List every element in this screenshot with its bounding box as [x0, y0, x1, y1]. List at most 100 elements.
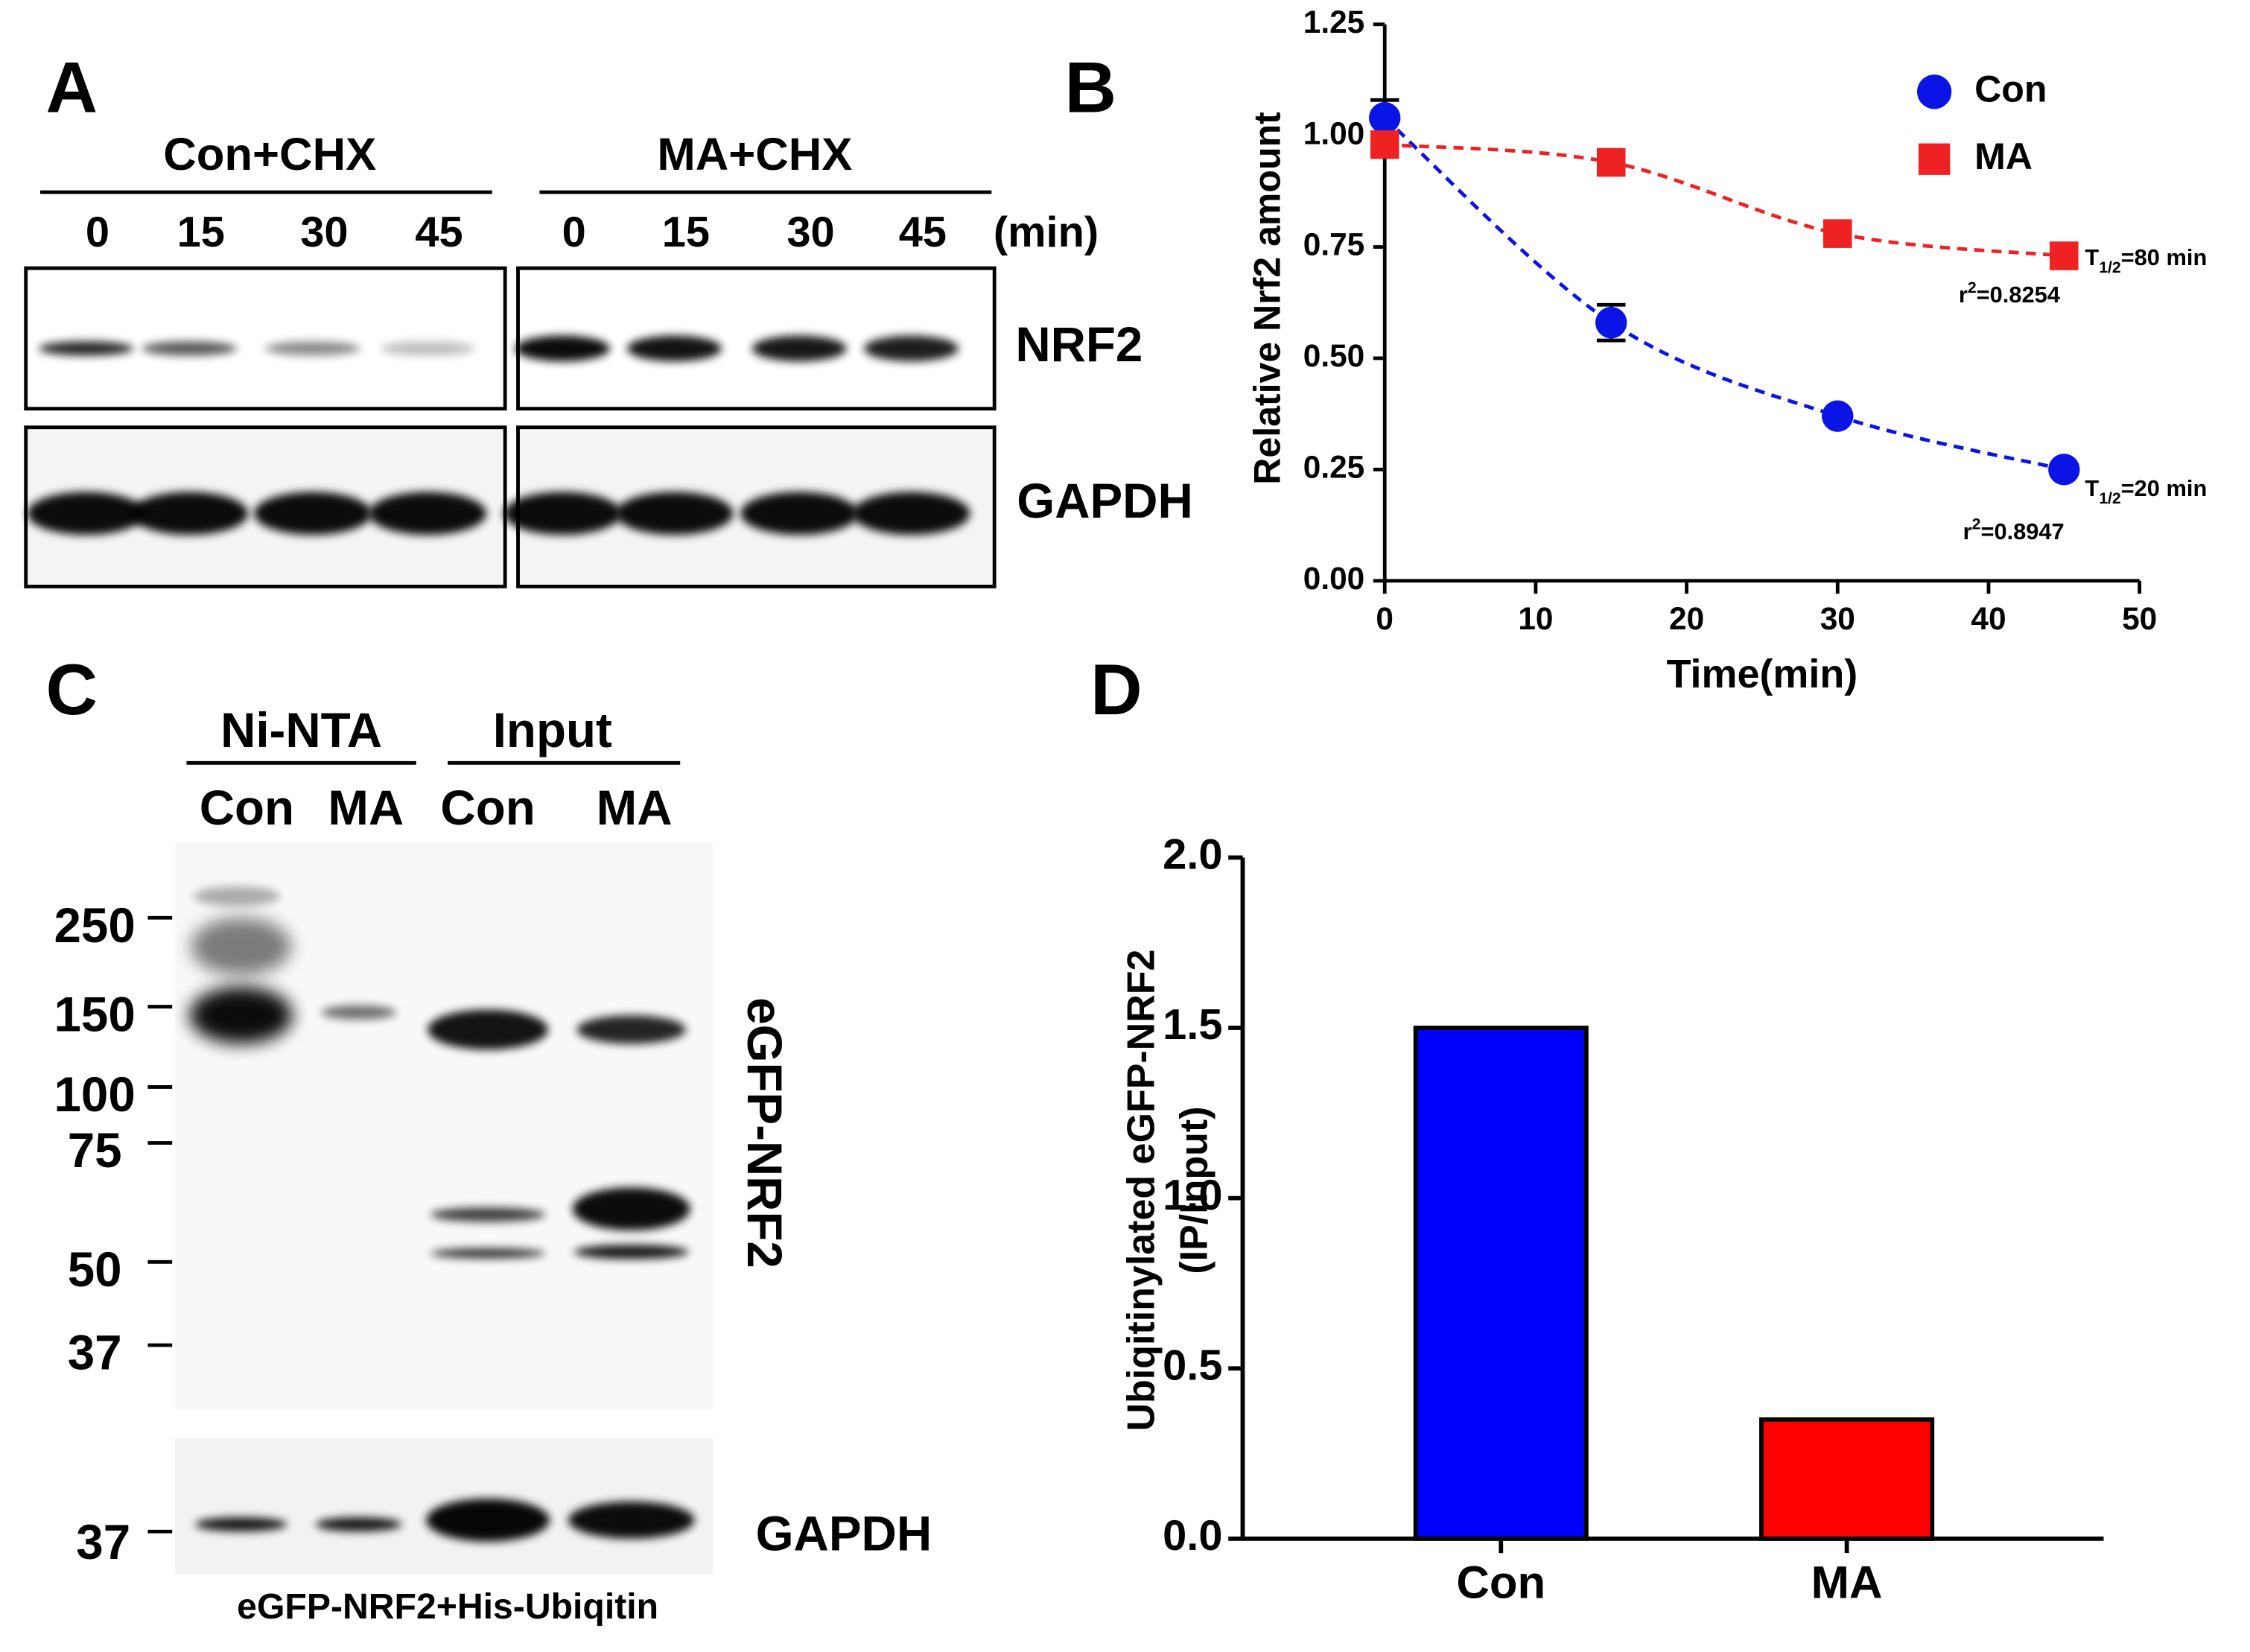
band	[369, 492, 487, 536]
annotation-sub: 1/2	[2099, 259, 2120, 276]
band	[39, 341, 134, 356]
x-tick-label: MA	[1811, 1557, 1883, 1609]
band	[573, 1245, 689, 1259]
panel-letter: A	[46, 48, 98, 128]
band	[751, 335, 847, 362]
band	[852, 492, 970, 536]
point	[1595, 306, 1627, 339]
x-axis-label: Time(min)	[1667, 652, 1858, 696]
unit-label: (min)	[994, 209, 1099, 256]
y-tick-label: 2.0	[1163, 831, 1222, 879]
point	[1823, 219, 1852, 248]
band	[189, 986, 293, 1044]
group-label: MA+CHX	[657, 129, 852, 180]
y-tick-label: 1.0	[1163, 1172, 1222, 1219]
bar	[1759, 1417, 1935, 1541]
annotation-text: =80 min	[2121, 244, 2208, 270]
marker-label: 37	[68, 1326, 122, 1380]
y-axis-label: (IP/Input)	[1173, 1106, 1216, 1274]
y-tick-label: 0.75	[1303, 227, 1364, 262]
band	[863, 335, 959, 362]
band	[572, 1187, 690, 1230]
y-tick-label: 0.50	[1303, 338, 1364, 373]
bar	[1413, 1026, 1589, 1541]
band	[515, 335, 610, 362]
annotation: r2=0.8947	[1963, 515, 2065, 544]
annotation-sub: 1/2	[2099, 490, 2120, 507]
band	[27, 492, 145, 536]
annotation-sup: 2	[1972, 515, 1981, 533]
legend-label: Con	[1974, 68, 2047, 109]
point	[2048, 454, 2080, 486]
blots	[24, 190, 997, 1575]
y-tick-label: 0.25	[1303, 450, 1364, 485]
x-tick-label: 40	[1971, 601, 2006, 636]
y-axis-label: Relative Nrf2 amount	[1246, 112, 1288, 485]
x-tick-label: 30	[1820, 601, 1855, 636]
band	[430, 1207, 546, 1222]
lane-label: Con	[200, 781, 294, 835]
time-label: 0	[86, 209, 109, 256]
x-tick-label: 0	[1376, 601, 1393, 636]
x-tick-label: 10	[1518, 601, 1553, 636]
time-label: 30	[786, 209, 834, 256]
annotation-text: =20 min	[2121, 475, 2208, 501]
annotation-base: T	[2085, 475, 2099, 501]
time-label: 45	[899, 209, 947, 256]
panel-letter: D	[1090, 650, 1143, 730]
time-label: 15	[662, 209, 710, 256]
annotation: r2=0.8254	[1959, 279, 2060, 308]
lane-label: Con	[440, 781, 535, 835]
x-tick-label: 20	[1669, 601, 1704, 636]
x-tick-label: 50	[2122, 601, 2157, 636]
group-label: Ni-NTA	[220, 703, 382, 757]
time-label: 0	[562, 209, 586, 256]
marker-label: 250	[54, 898, 136, 953]
annotation: T1/2=20 min	[2085, 475, 2207, 507]
band	[576, 1015, 686, 1044]
annotation-base: r	[1959, 282, 1968, 308]
panel-letter: B	[1064, 48, 1116, 128]
row-label: GAPDH	[756, 1506, 932, 1560]
band	[626, 335, 722, 362]
band	[265, 341, 360, 356]
y-tick-label: 1.00	[1303, 115, 1364, 150]
y-tick-label: 1.5	[1163, 1001, 1222, 1049]
annotation-text: =0.8254	[1977, 282, 2060, 308]
time-label: 45	[415, 209, 463, 256]
annotation: T1/2=80 min	[2085, 244, 2207, 276]
point	[1369, 102, 1401, 134]
row-label: GAPDH	[1017, 474, 1193, 528]
lane-label: MA	[328, 781, 404, 835]
band	[380, 341, 475, 356]
legend-swatch	[1917, 74, 1952, 109]
point	[2050, 241, 2079, 270]
time-label: 15	[177, 209, 225, 256]
panel-letter: C	[46, 650, 98, 730]
legend-label: MA	[1974, 136, 2033, 177]
band	[430, 1248, 546, 1259]
band	[426, 1498, 550, 1542]
band	[194, 886, 280, 906]
marker-label: 150	[54, 987, 136, 1041]
band	[195, 1517, 287, 1532]
marker-label: 50	[68, 1242, 122, 1297]
band	[615, 492, 734, 536]
marker-label: 75	[68, 1123, 122, 1178]
group-label: Input	[493, 703, 612, 757]
band	[568, 1501, 695, 1539]
point	[1370, 130, 1399, 159]
band	[254, 492, 372, 536]
band	[321, 1005, 396, 1020]
time-label: 30	[300, 209, 348, 256]
y-tick-label: 0.0	[1163, 1512, 1222, 1560]
annotation-text: =0.8947	[1980, 518, 2064, 544]
band	[130, 492, 249, 536]
fit-line	[1385, 142, 2065, 258]
group-label: Con+CHX	[163, 129, 376, 180]
y-tick-label: 1.25	[1303, 4, 1364, 39]
band	[740, 492, 859, 536]
legend-swatch	[1918, 143, 1951, 175]
blot-frame	[24, 266, 507, 411]
